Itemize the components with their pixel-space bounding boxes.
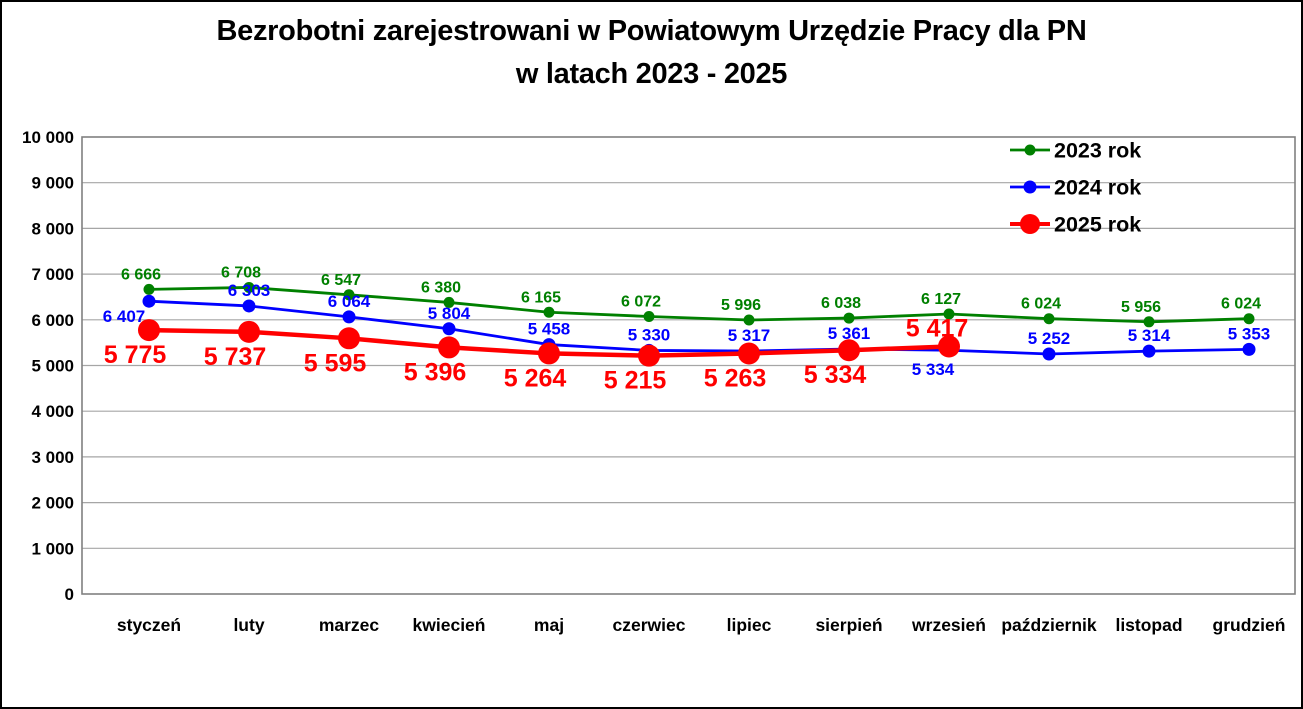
legend-marker-dot bbox=[1024, 144, 1036, 156]
data-point-2023-kwiecień bbox=[443, 296, 455, 308]
legend-label-2025: 2025 rok bbox=[1054, 213, 1141, 237]
y-axis-label: 3 000 bbox=[31, 448, 74, 467]
data-point-2023-styczeń bbox=[143, 283, 155, 295]
legend-marker-dot bbox=[1020, 214, 1040, 234]
data-label-2023-lipiec: 5 996 bbox=[721, 297, 761, 314]
x-axis-label-maj: maj bbox=[534, 615, 564, 635]
data-point-2023-październik bbox=[1043, 313, 1055, 325]
data-label-2025-sierpień: 5 334 bbox=[804, 361, 867, 389]
plot-border bbox=[81, 136, 1296, 595]
data-label-2024-październik: 5 252 bbox=[1028, 329, 1071, 348]
chart-title-line1: Bezrobotni zarejestrowani w Powiatowym U… bbox=[216, 15, 1087, 47]
data-label-2023-marzec: 6 547 bbox=[321, 272, 361, 289]
data-label-2024-marzec: 6 064 bbox=[328, 292, 371, 311]
data-label-2024-lipiec: 5 317 bbox=[728, 326, 771, 345]
data-point-2023-sierpień bbox=[843, 312, 855, 324]
data-label-2024-czerwiec: 5 330 bbox=[628, 325, 671, 344]
chart-title: Bezrobotni zarejestrowani w Powiatowym U… bbox=[2, 10, 1301, 96]
data-point-2025-kwiecień bbox=[438, 336, 460, 359]
series-line-2024 bbox=[148, 299, 1250, 356]
legend-marker-dot bbox=[1023, 180, 1037, 194]
data-label-2023-wrzesień: 6 127 bbox=[921, 291, 961, 308]
data-point-2023-lipiec bbox=[743, 314, 755, 326]
data-point-2023-grudzień bbox=[1243, 313, 1255, 325]
legend-label-2024: 2024 rok bbox=[1054, 176, 1141, 200]
data-label-2024-luty: 6 303 bbox=[228, 281, 271, 300]
x-axis-label-luty: luty bbox=[233, 615, 264, 635]
y-axis-label: 0 bbox=[65, 585, 74, 604]
data-label-2025-lipiec: 5 263 bbox=[704, 364, 767, 392]
data-label-2025-marzec: 5 595 bbox=[304, 349, 367, 377]
x-axis-label-marzec: marzec bbox=[319, 615, 380, 635]
data-point-2024-styczeń bbox=[142, 294, 156, 308]
data-point-2025-wrzesień bbox=[938, 335, 960, 358]
data-label-2024-sierpień: 5 361 bbox=[828, 324, 871, 343]
data-label-2024-grudzień: 5 353 bbox=[1228, 324, 1271, 343]
data-label-2023-kwiecień: 6 380 bbox=[421, 279, 461, 296]
data-label-2024-kwiecień: 5 804 bbox=[428, 304, 471, 323]
data-point-2025-maj bbox=[538, 342, 560, 365]
x-axis-label-wrzesień: wrzesień bbox=[911, 615, 986, 635]
chart-title-line2: w latach 2023 - 2025 bbox=[515, 58, 788, 90]
data-label-2023-czerwiec: 6 072 bbox=[621, 294, 661, 311]
data-label-2023-maj: 6 165 bbox=[521, 289, 561, 306]
legend-label-2023: 2023 rok bbox=[1054, 139, 1141, 163]
x-axis-label-czerwiec: czerwiec bbox=[613, 615, 686, 635]
data-label-2025-styczeń: 5 775 bbox=[104, 341, 167, 369]
x-axis-label-grudzień: grudzień bbox=[1213, 615, 1286, 635]
data-label-2023-sierpień: 6 038 bbox=[821, 295, 861, 312]
x-axis-label-listopad: listopad bbox=[1115, 615, 1182, 635]
data-label-2025-kwiecień: 5 396 bbox=[404, 358, 467, 386]
data-label-2023-styczeń: 6 666 bbox=[121, 266, 161, 283]
data-point-2025-luty bbox=[238, 320, 260, 343]
y-axis-label: 8 000 bbox=[31, 219, 74, 238]
data-label-2025-czerwiec: 5 215 bbox=[604, 367, 667, 395]
data-point-2025-styczeń bbox=[138, 319, 160, 342]
data-label-2024-styczeń: 6 407 bbox=[103, 307, 146, 326]
y-axis-label: 4 000 bbox=[31, 402, 74, 421]
data-point-2025-sierpień bbox=[838, 339, 860, 362]
data-point-2023-czerwiec bbox=[643, 311, 655, 323]
data-point-2024-marzec bbox=[342, 310, 356, 324]
data-label-2024-listopad: 5 314 bbox=[1128, 326, 1171, 345]
y-axis-label: 10 000 bbox=[22, 128, 74, 147]
y-axis-label: 2 000 bbox=[31, 494, 74, 513]
data-label-2024-wrzesień: 5 334 bbox=[912, 360, 955, 379]
y-axis-label: 1 000 bbox=[31, 539, 74, 558]
data-point-2025-marzec bbox=[338, 327, 360, 350]
data-label-2025-maj: 5 264 bbox=[504, 364, 567, 392]
data-point-2023-wrzesień bbox=[943, 308, 955, 320]
data-label-2023-grudzień: 6 024 bbox=[1221, 296, 1261, 313]
x-axis-label-kwiecień: kwiecień bbox=[413, 615, 486, 635]
x-axis-label-sierpień: sierpień bbox=[815, 615, 882, 635]
data-point-2023-listopad bbox=[1143, 316, 1155, 328]
data-point-2024-grudzień bbox=[1242, 342, 1256, 356]
y-axis-label: 6 000 bbox=[31, 311, 74, 330]
y-axis-label: 9 000 bbox=[31, 174, 74, 193]
y-axis-label: 7 000 bbox=[31, 265, 74, 284]
data-label-2023-listopad: 5 956 bbox=[1121, 299, 1161, 316]
data-point-2024-październik bbox=[1042, 347, 1056, 361]
series-line-2023 bbox=[148, 286, 1250, 324]
data-label-2025-wrzesień: 5 417 bbox=[906, 314, 969, 342]
data-point-2023-maj bbox=[543, 306, 555, 318]
data-point-2023-marzec bbox=[343, 289, 355, 301]
data-point-2024-listopad bbox=[1142, 344, 1156, 358]
data-point-2024-luty bbox=[242, 299, 256, 313]
data-label-2023-luty: 6 708 bbox=[221, 264, 261, 281]
data-point-2025-lipiec bbox=[738, 342, 760, 365]
data-label-2025-luty: 5 737 bbox=[204, 343, 267, 371]
data-label-2024-maj: 5 458 bbox=[528, 320, 571, 339]
x-axis-label-lipiec: lipiec bbox=[727, 615, 772, 635]
x-axis-label-październik: październik bbox=[1001, 615, 1097, 635]
x-axis-label-styczeń: styczeń bbox=[117, 615, 181, 635]
data-point-2024-kwiecień bbox=[442, 322, 456, 336]
y-axis-label: 5 000 bbox=[31, 357, 74, 376]
data-label-2023-październik: 6 024 bbox=[1021, 296, 1061, 313]
data-point-2025-czerwiec bbox=[638, 344, 660, 367]
data-point-2023-luty bbox=[243, 281, 255, 293]
